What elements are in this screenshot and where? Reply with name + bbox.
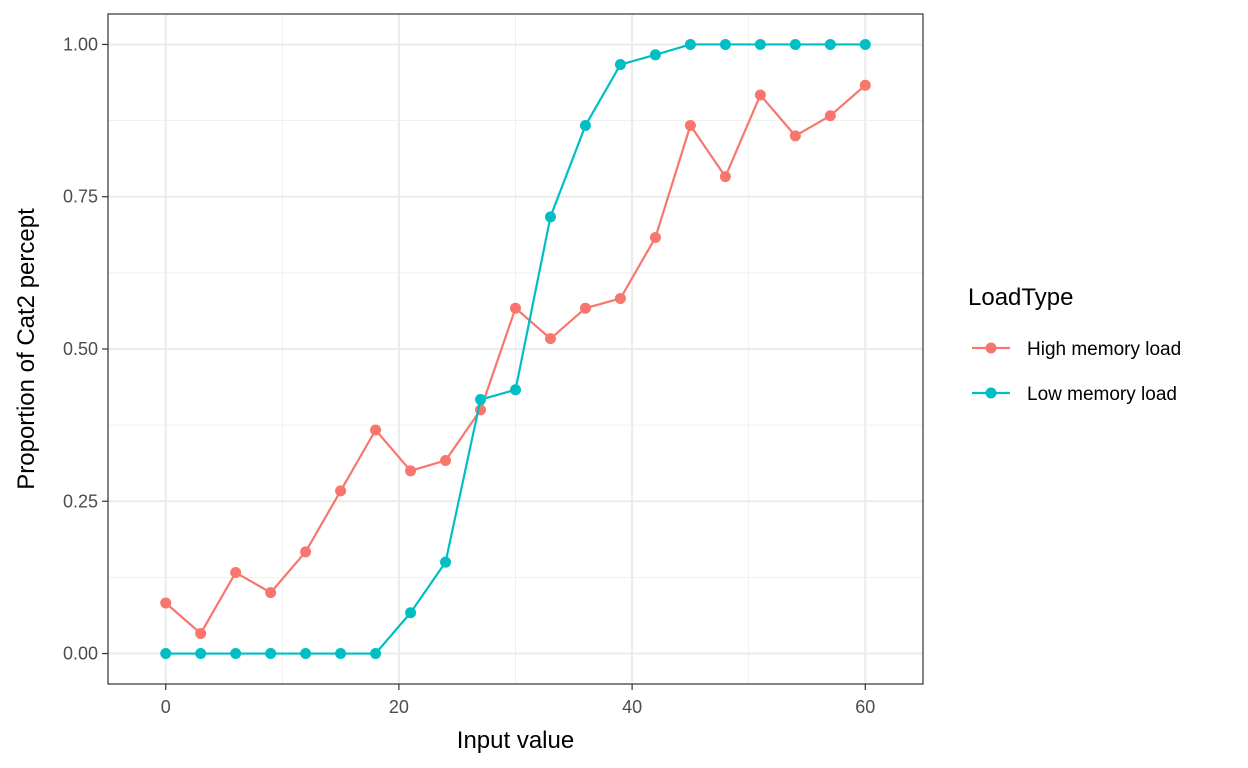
- series-1-point: [859, 79, 871, 91]
- series-2-point: [510, 384, 521, 396]
- series-1-point: [440, 454, 452, 466]
- series-1-point: [160, 597, 172, 609]
- series-2-point: [405, 607, 417, 619]
- y-tick-label: 0.25: [63, 491, 98, 511]
- series-2-point: [719, 38, 731, 50]
- series-1-point: [719, 171, 731, 183]
- y-tick-label: 0.75: [63, 187, 98, 207]
- legend-key-point: [985, 342, 997, 354]
- series-1-point: [195, 627, 207, 639]
- series-2-point: [300, 648, 312, 660]
- series-1-point: [824, 110, 836, 122]
- series-1-point: [230, 567, 242, 579]
- y-tick-label: 1.00: [63, 34, 98, 54]
- series-1-point: [265, 587, 277, 599]
- x-tick-label: 60: [855, 697, 875, 717]
- series-2-point: [160, 648, 172, 660]
- x-tick-label: 40: [622, 697, 642, 717]
- legend: LoadType High memory load Low memory load: [968, 284, 1181, 405]
- series-1-point: [405, 465, 417, 477]
- series-2-point: [754, 38, 766, 50]
- legend-title: LoadType: [968, 284, 1073, 311]
- series-2-point: [649, 49, 661, 61]
- series-2-point: [230, 648, 242, 660]
- series-1-point: [789, 130, 801, 142]
- series-1-point: [544, 333, 556, 345]
- series-2-point: [614, 59, 626, 71]
- x-axis: 0 20 40 60: [161, 684, 875, 717]
- series-1-point: [579, 302, 591, 314]
- series-1-point: [754, 89, 766, 101]
- series-2-point: [475, 394, 487, 406]
- y-axis-title: Proportion of Cat2 percept: [13, 208, 40, 490]
- x-tick-label: 0: [161, 697, 171, 717]
- series-2-point: [579, 119, 591, 131]
- series-2-point: [195, 648, 207, 660]
- series-1-point: [370, 424, 382, 436]
- x-tick-label: 20: [389, 697, 409, 717]
- series-1-point: [649, 232, 661, 244]
- grid-major: [108, 14, 923, 684]
- series-1-point: [300, 546, 312, 558]
- series-1-point: [335, 485, 347, 497]
- series-layer: [160, 38, 871, 660]
- series-2-point: [789, 38, 801, 50]
- series-1-point: [510, 302, 521, 314]
- series-1-point: [614, 292, 626, 304]
- legend-key-point: [985, 387, 997, 399]
- y-tick-label: 0.00: [63, 644, 98, 664]
- series-1-point: [684, 119, 696, 131]
- x-axis-title: Input value: [457, 727, 574, 754]
- series-2-point: [824, 38, 836, 50]
- series-2-point: [544, 211, 556, 223]
- y-tick-label: 0.50: [63, 339, 98, 359]
- series-2-point: [440, 556, 452, 568]
- series-2-point: [265, 648, 277, 660]
- series-2-point: [370, 648, 382, 660]
- series-2-point: [684, 38, 696, 50]
- legend-label: High memory load: [1027, 339, 1181, 360]
- series-2-point: [859, 38, 871, 50]
- series-2-point: [335, 648, 347, 660]
- legend-label: Low memory load: [1027, 384, 1177, 405]
- y-axis: 0.00 0.25 0.50 0.75 1.00: [63, 34, 108, 664]
